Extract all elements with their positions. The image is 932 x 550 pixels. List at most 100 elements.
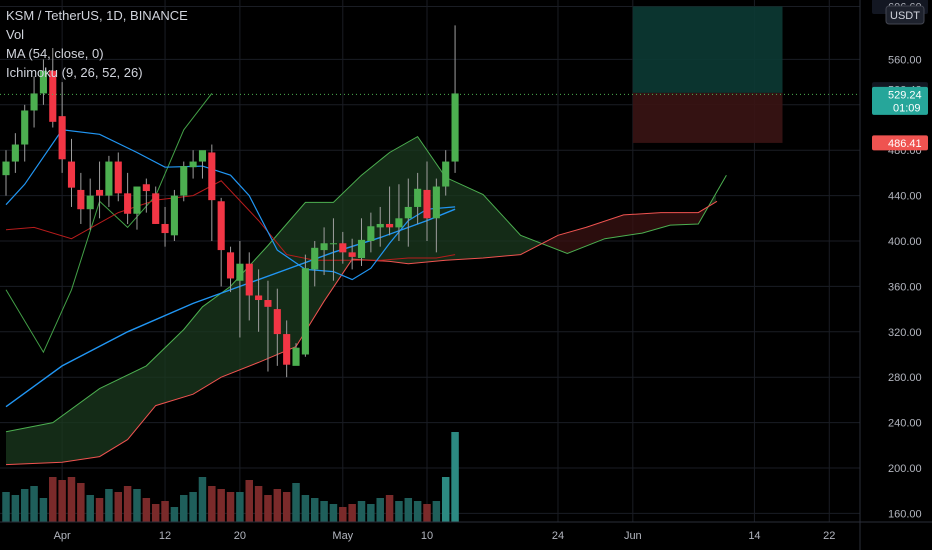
candle-body xyxy=(292,347,300,366)
time-tick-label: Apr xyxy=(54,530,71,542)
price-badge-label: 529.24 xyxy=(888,89,922,101)
candle-body xyxy=(451,93,459,162)
candle-body xyxy=(386,223,394,228)
candle-body xyxy=(376,223,384,228)
volume-bar xyxy=(264,495,272,522)
volume-bar xyxy=(58,480,66,522)
volume-bars xyxy=(2,432,459,522)
candle-body xyxy=(414,188,422,207)
time-tick-label: Jun xyxy=(624,530,642,542)
price-tick-label: 400.00 xyxy=(888,236,922,248)
candle-body xyxy=(11,144,19,162)
target-zone xyxy=(632,6,783,93)
volume-bar xyxy=(208,486,216,522)
candle-body xyxy=(152,193,160,224)
time-tick-label: 14 xyxy=(748,530,760,542)
price-tick-label: 200.00 xyxy=(888,463,922,475)
volume-bar xyxy=(423,504,431,522)
candle-body xyxy=(180,166,188,196)
volume-bar xyxy=(95,498,104,522)
candle-body xyxy=(348,252,356,257)
candle-body xyxy=(236,263,244,281)
candle-body xyxy=(58,116,66,160)
candle-body xyxy=(2,161,10,176)
candle-body xyxy=(311,247,319,270)
currency-badge-box xyxy=(885,5,925,25)
time-tick-label: May xyxy=(332,530,353,542)
price-badge xyxy=(872,86,928,115)
candle-body xyxy=(283,334,291,365)
candle-body xyxy=(255,295,263,301)
symbol-title: KSM / TetherUS, 1D, BINANCE xyxy=(6,8,188,23)
candle-body xyxy=(133,186,141,214)
grid xyxy=(0,0,860,522)
candle-body xyxy=(329,243,337,245)
volume-bar xyxy=(273,489,282,522)
volume-bar xyxy=(301,495,310,522)
candle-body xyxy=(114,161,122,194)
candle-body xyxy=(77,189,85,210)
volume-bar xyxy=(367,504,375,522)
candle-body xyxy=(105,161,113,196)
volume-bar xyxy=(441,477,450,522)
candle-body xyxy=(217,201,225,251)
price-badge xyxy=(872,135,928,151)
ma-legend: MA (54, close, 0) xyxy=(6,46,104,61)
volume-bar xyxy=(292,483,300,522)
candle-body xyxy=(96,189,104,196)
volume-bar xyxy=(114,492,123,522)
candle-body xyxy=(423,189,431,219)
price-tick-label: 320.00 xyxy=(888,327,922,339)
volume-bar xyxy=(310,498,319,522)
volume-bar xyxy=(329,504,338,522)
candle-body xyxy=(301,268,309,355)
stop-zone xyxy=(632,92,783,143)
volume-bar xyxy=(11,495,20,522)
volume-bar xyxy=(226,492,235,522)
leading-span-a xyxy=(5,135,727,433)
price-tick-label: 440.00 xyxy=(888,191,922,203)
conversion-line xyxy=(5,129,456,281)
lagging-span xyxy=(5,93,213,354)
volume-bar xyxy=(133,489,141,522)
candle-body xyxy=(49,70,57,122)
volume-bar xyxy=(339,507,347,522)
volume-legend: Vol xyxy=(6,27,25,42)
time-tick-label: 12 xyxy=(159,530,171,542)
volume-bar xyxy=(254,486,263,522)
volume-bar xyxy=(2,492,10,522)
volume-bar xyxy=(170,507,179,522)
candle-body xyxy=(208,152,216,201)
candle-body xyxy=(357,239,366,259)
price-tick-label: 360.00 xyxy=(888,281,922,293)
countdown-label: 01:09 xyxy=(893,102,921,114)
volume-bar xyxy=(180,495,188,522)
volume-bar xyxy=(49,477,57,522)
candle-body xyxy=(432,186,440,219)
price-tick-label: 560.00 xyxy=(888,54,922,66)
candle-body xyxy=(21,110,29,145)
cloud-segment xyxy=(6,137,540,465)
time-axis-labels: Apr 12 20 May 10 24 Jun 14 22 xyxy=(54,530,836,542)
volume-bar xyxy=(77,483,85,522)
ichimoku-cloud xyxy=(6,137,716,465)
candle-body xyxy=(320,243,328,251)
candle-body xyxy=(86,195,94,210)
candle-body xyxy=(339,243,347,253)
candle-body xyxy=(67,161,76,188)
candle-body xyxy=(395,218,403,228)
price-tick-label: 240.00 xyxy=(888,418,922,430)
price-axis-labels: 160.00 200.00 240.00 280.00 320.00 360.00 400.… xyxy=(888,2,922,521)
volume-bar xyxy=(404,498,413,522)
time-tick-label: 20 xyxy=(234,530,246,542)
candle-body xyxy=(367,226,375,241)
candle-body xyxy=(124,193,132,214)
time-tick-label: 24 xyxy=(552,530,564,542)
price-tick-label: 280.00 xyxy=(888,372,922,384)
volume-bar xyxy=(123,486,132,522)
volume-bar xyxy=(376,498,384,522)
candle-body xyxy=(404,206,412,219)
time-tick-label: 10 xyxy=(421,530,433,542)
volume-bar xyxy=(20,489,29,522)
